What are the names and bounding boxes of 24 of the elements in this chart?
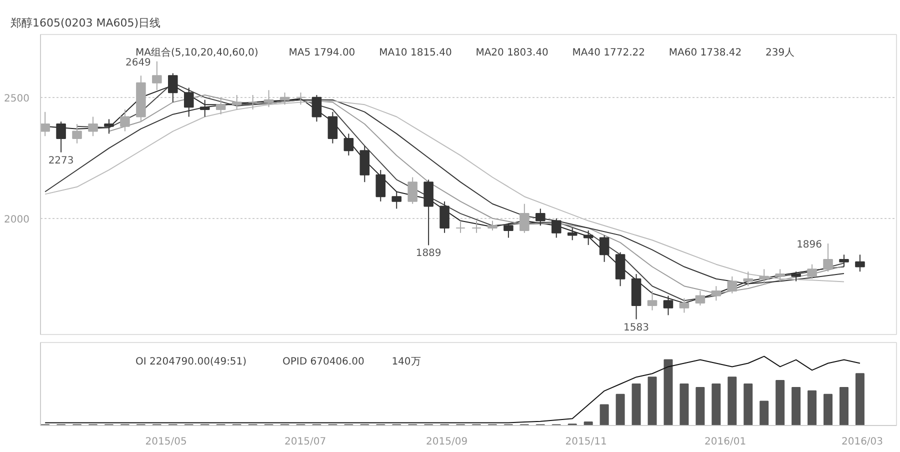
annotation: OPID 670406.00 — [282, 356, 364, 368]
annotation: 1896 — [796, 240, 822, 251]
annotation: 239人 — [766, 48, 795, 58]
annotation: 140万 — [392, 356, 421, 368]
x-tick-label: 2015/07 — [284, 436, 326, 448]
annotation: 2273 — [48, 155, 74, 166]
annotation: 1889 — [416, 248, 442, 260]
y-tick-label: 2000 — [4, 214, 30, 226]
annotation: 1583 — [624, 322, 650, 334]
x-tick-label: 2015/11 — [565, 436, 607, 448]
x-tick-label: 2016/01 — [704, 436, 746, 448]
annotation: MA40 1772.22 — [572, 48, 646, 58]
x-tick-label: 2015/09 — [426, 436, 468, 448]
chart-title: 郑醇1605(0203 MA605)日线 — [10, 16, 161, 30]
y-tick-label: 2500 — [4, 93, 30, 104]
annotation: 2649 — [125, 57, 151, 68]
annotation: MA组合(5,10,20,40,60,0) — [136, 46, 258, 58]
x-tick-label: 2015/05 — [145, 436, 187, 448]
annotation: MA5 1794.00 — [288, 48, 356, 58]
x-tick-label: 2016/03 — [841, 436, 884, 448]
annotation: OI 2204790.00(49:51) — [136, 356, 247, 368]
annotation: MA20 1803.40 — [476, 48, 548, 58]
annotation: MA60 1738.42 — [668, 48, 742, 58]
annotation: MA10 1815.40 — [379, 48, 452, 58]
